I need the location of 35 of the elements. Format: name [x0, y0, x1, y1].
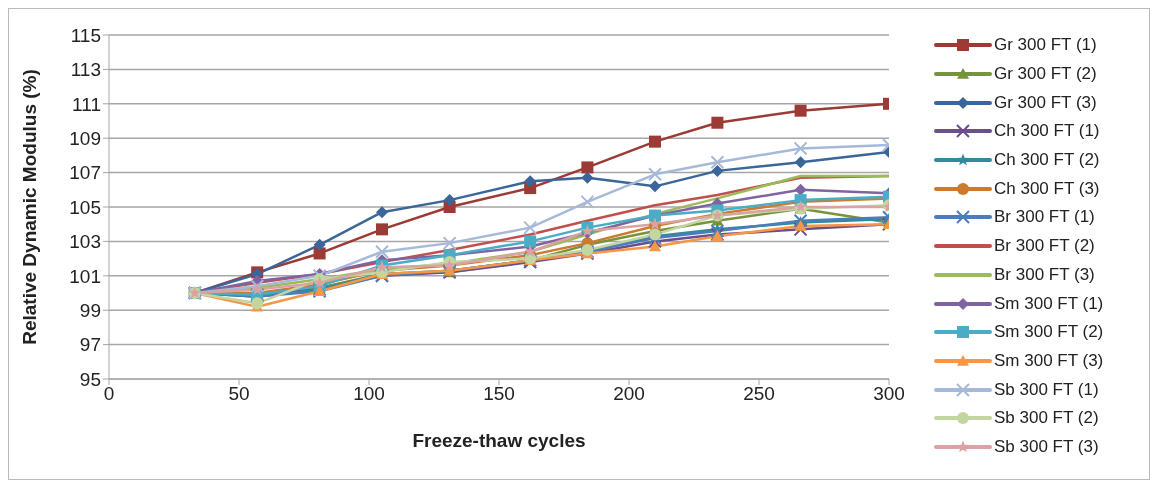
legend-label: Sm 300 FT (2) [994, 322, 1104, 343]
y-tick-label: 103 [69, 231, 101, 253]
legend-label: Gr 300 FT (3) [994, 92, 1097, 113]
y-tick-label: 97 [79, 334, 101, 356]
y-tick-label: 95 [79, 368, 101, 390]
legend-label: Sb 300 FT (1) [994, 379, 1099, 400]
legend-label: Ch 300 FT (1) [994, 121, 1100, 142]
legend-label: Br 300 FT (2) [994, 236, 1095, 257]
y-axis-title: Relative Dynamic Modulus (%) [18, 69, 40, 345]
legend-label: Sm 300 FT (1) [994, 293, 1104, 314]
y-tick-label: 109 [69, 127, 101, 149]
x-tick-label: 150 [483, 383, 515, 405]
legend-label: Br 300 FT (3) [994, 264, 1095, 285]
legend-label: Ch 300 FT (3) [994, 178, 1100, 199]
y-tick-label: 113 [70, 59, 101, 81]
y-tick-label: 115 [70, 24, 101, 46]
y-tick-label: 105 [69, 196, 101, 218]
legend-label: Gr 300 FT (1) [994, 35, 1097, 56]
legend-label: Sm 300 FT (3) [994, 350, 1104, 371]
x-tick-label: 200 [613, 383, 645, 405]
x-tick-label: 250 [743, 383, 775, 405]
legend-label: Sb 300 FT (3) [994, 436, 1099, 457]
y-tick-label: 99 [79, 299, 101, 321]
x-tick-label: 50 [228, 383, 250, 405]
y-tick-label: 111 [72, 93, 101, 115]
legend-label: Br 300 FT (1) [994, 207, 1095, 228]
legend-label: Gr 300 FT (2) [994, 64, 1097, 85]
x-tick-label: 100 [353, 383, 385, 405]
x-tick-label: 300 [873, 383, 905, 405]
y-tick-label: 107 [69, 162, 101, 184]
x-axis-title: Freeze-thaw cycles [412, 430, 586, 451]
legend-label: Ch 300 FT (2) [994, 150, 1100, 171]
legend-label: Sb 300 FT (2) [994, 408, 1099, 429]
x-tick-label: 0 [103, 383, 115, 405]
y-tick-label: 101 [69, 265, 101, 287]
